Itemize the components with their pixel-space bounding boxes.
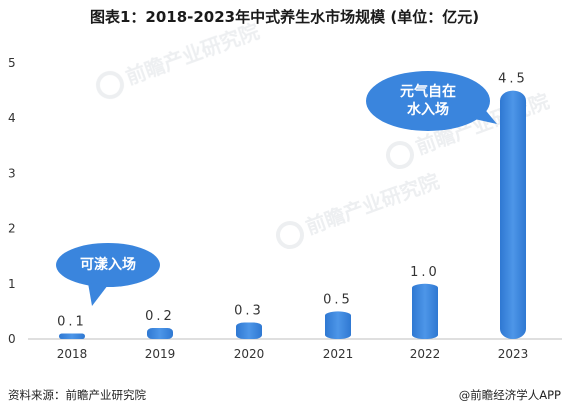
watermark-text-2: 前瞻产业研究院: [302, 169, 442, 239]
right-annotation-bubble: [366, 71, 497, 131]
value-label-2022: 1.0: [410, 265, 440, 280]
x-tick-label-2021: 2021: [323, 347, 354, 361]
value-label-2021: 0.5: [323, 292, 353, 307]
x-tick-label-2023: 2023: [498, 347, 529, 361]
value-label-2019: 0.2: [145, 309, 175, 324]
y-tick-label: 0: [8, 332, 16, 346]
bar-2019: [147, 327, 173, 339]
x-axis-tick-labels: 2018 2019 2020 2021 2022 2023: [57, 347, 529, 361]
y-axis-tick-labels: 0 1 2 3 4 5: [8, 56, 16, 346]
watermark-text-1: 前瞻产业研究院: [122, 19, 262, 89]
right-bubble-text-line1: 元气自在: [400, 84, 456, 100]
value-label-2023: 4.5: [498, 72, 528, 87]
x-tick-label-2018: 2018: [57, 347, 88, 361]
y-tick-label: 1: [8, 277, 16, 291]
x-tick-label-2022: 2022: [410, 347, 441, 361]
left-bubble-text: 可漾入场: [80, 257, 136, 273]
left-annotation-bubble: [56, 243, 160, 306]
bar-2018: [59, 333, 85, 339]
bar-2021: [325, 311, 351, 339]
bar-2022: [412, 283, 438, 339]
y-tick-label: 3: [8, 166, 16, 180]
x-tick-label-2019: 2019: [145, 347, 176, 361]
bar-2023: [500, 90, 526, 339]
y-tick-label: 2: [8, 222, 16, 236]
y-tick-label: 4: [8, 111, 16, 125]
right-bubble-text-line2: 水入场: [407, 102, 449, 118]
chart-title: 图表1：2018-2023年中式养生水市场规模 (单位：亿元): [89, 8, 480, 26]
value-label-2020: 0.3: [234, 303, 264, 318]
bar-2020: [236, 322, 262, 339]
value-label-2018: 0.1: [57, 314, 87, 329]
footer-brand: @前瞻经济学人APP: [458, 388, 561, 402]
value-labels-group: 0.1 0.2 0.3 0.5 1.0 4.5: [57, 72, 528, 330]
watermark: 前瞻产业研究院 前瞻产业研究院 前瞻产业研究院: [96, 19, 552, 249]
footer-source: 资料来源：前瞻产业研究院: [8, 388, 146, 402]
bars-group: [59, 90, 526, 339]
x-tick-label-2020: 2020: [234, 347, 265, 361]
y-tick-label: 5: [8, 56, 16, 70]
